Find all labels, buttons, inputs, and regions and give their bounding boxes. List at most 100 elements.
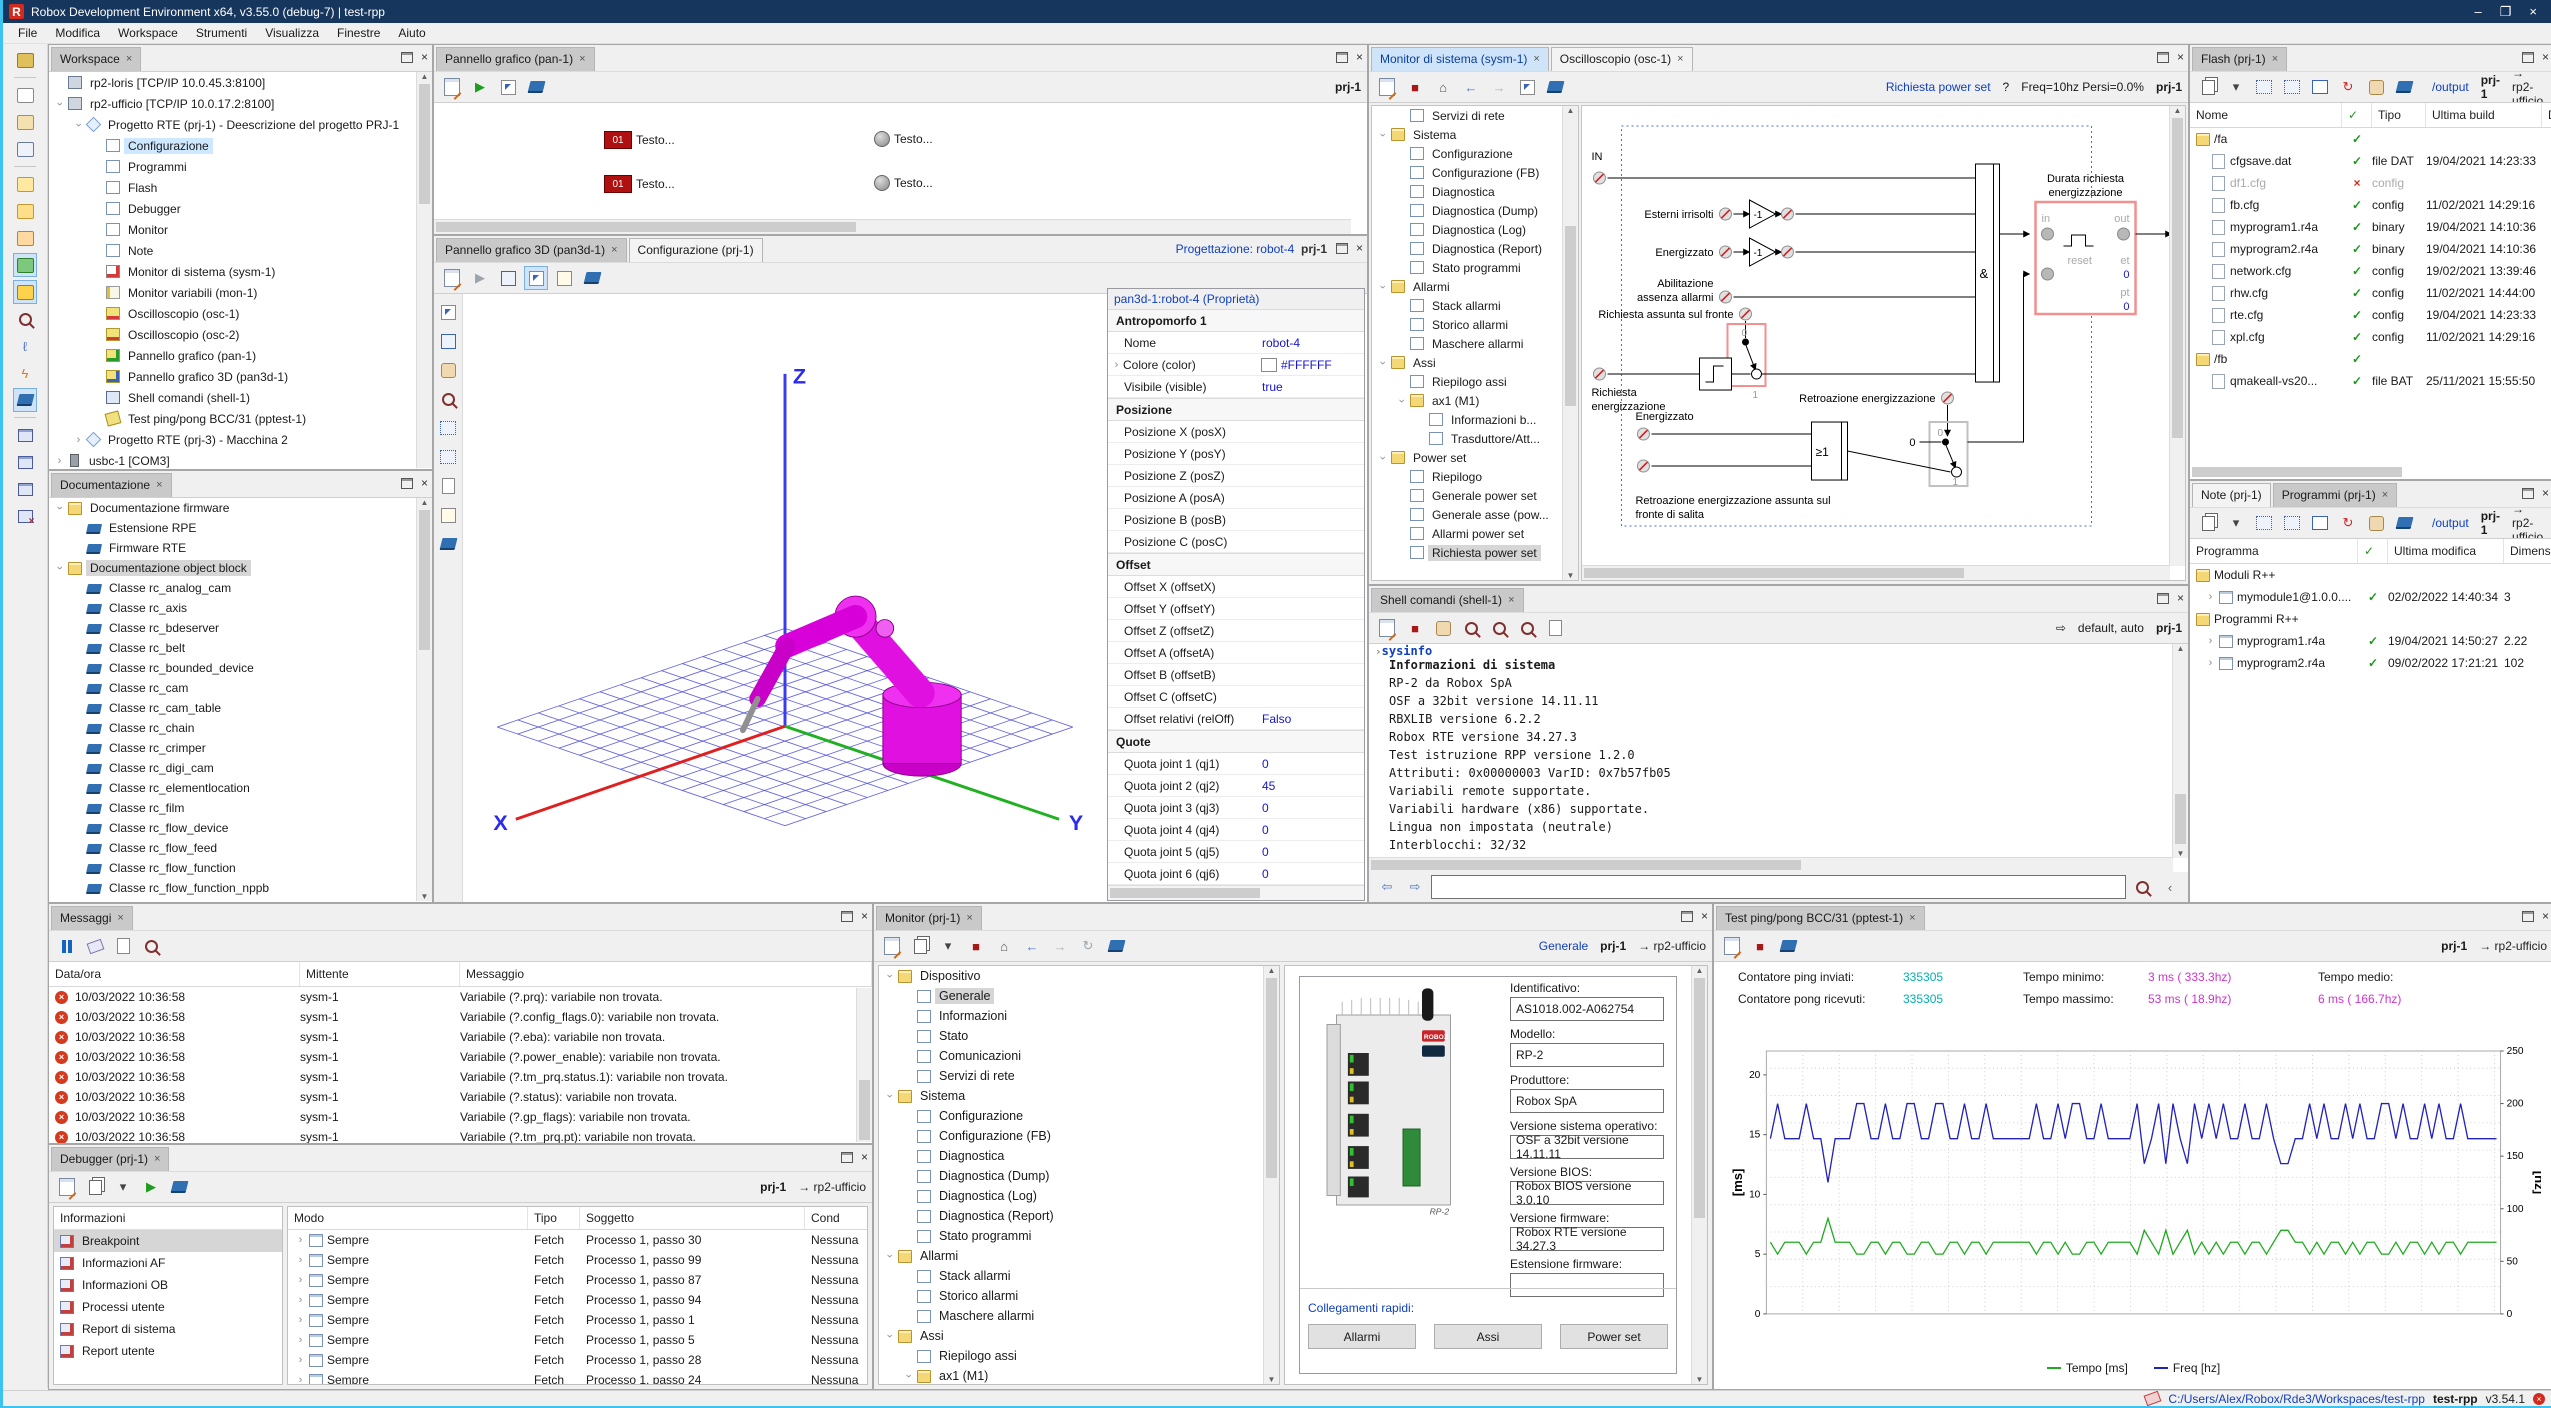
stop-icon[interactable]: ■ <box>1756 938 1764 954</box>
new-folder-icon[interactable] <box>13 172 37 196</box>
help-indicator[interactable]: ? <box>2002 80 2010 94</box>
tree-item[interactable]: Estensione RPE <box>49 518 432 538</box>
tab-test-ping-pong[interactable]: Test ping/pong BCC/31 (pptest-1) × <box>1716 906 1925 930</box>
quick-link-assi-button[interactable]: Assi <box>1434 1324 1542 1349</box>
error-indicator-icon[interactable]: × <box>2533 1392 2545 1405</box>
menu-workspace[interactable]: Workspace <box>118 26 178 40</box>
minimize-button[interactable]: – <box>2474 3 2482 19</box>
float-panel-icon[interactable] <box>1335 242 1348 254</box>
tree-item[interactable]: Classe rc_digi_cam <box>49 758 432 778</box>
close-tab-icon[interactable]: × <box>156 479 163 491</box>
close-tab-icon[interactable]: × <box>2381 489 2389 501</box>
tree-item[interactable]: Stack allarmi <box>1372 296 1578 315</box>
scrollbar[interactable]: ▲ ▼ <box>1691 966 1707 1384</box>
col-status[interactable]: ✓ <box>2358 539 2388 563</box>
tree-item[interactable]: Configurazione <box>879 1106 1279 1126</box>
help-book-icon[interactable] <box>1543 75 1567 99</box>
collapse-icon[interactable]: › <box>1375 645 1382 658</box>
col-dimensione[interactable]: Dime <box>2542 103 2551 127</box>
tree-item[interactable]: rp2-loris [TCP/IP 10.0.45.3:8100] <box>49 72 432 93</box>
col-messaggio[interactable]: Messaggio <box>460 962 872 986</box>
tab-debugger[interactable]: Debugger (prj-1) × <box>51 1147 170 1171</box>
tree-item[interactable]: Storico allarmi <box>1372 315 1578 334</box>
program-row[interactable]: › myprogram1.r4a ✓ 19/04/2021 14:50:27 2.22 <box>2190 630 2551 652</box>
property-row[interactable]: Nome robot-4 <box>1108 332 1364 354</box>
save-workspace-icon[interactable] <box>13 137 37 161</box>
property-row[interactable]: Offset B (offsetB) <box>1108 664 1364 686</box>
tree-item[interactable]: › Assi <box>1372 353 1578 372</box>
write-all-icon[interactable] <box>2252 511 2276 535</box>
close-panel-icon[interactable]: × <box>420 476 428 490</box>
col-dimensione[interactable]: Dimensio <box>2504 539 2551 563</box>
debugger-category-item[interactable]: Processi utente <box>54 1296 282 1318</box>
tree-item[interactable]: Classe rc_film <box>49 798 432 818</box>
close-panel-icon[interactable]: × <box>2541 50 2549 64</box>
write-selected-icon[interactable] <box>2280 75 2304 99</box>
tree-item[interactable]: Note <box>49 240 432 261</box>
property-value[interactable]: robot-4 <box>1262 336 1300 350</box>
open-folder-icon[interactable] <box>13 199 37 223</box>
close-panel-icon[interactable]: × <box>1355 241 1363 255</box>
axes-icon[interactable] <box>436 416 460 440</box>
flash-file-row[interactable]: xpl.cfg ✓ config 11/02/2021 14:29:16 <box>2190 326 2551 348</box>
tree-item[interactable]: Diagnostica (Report) <box>1372 239 1578 258</box>
start-icon[interactable]: ▶ <box>475 79 485 94</box>
output-folder[interactable]: /output <box>2432 80 2469 94</box>
project-icon[interactable] <box>13 226 37 250</box>
compare-icon[interactable] <box>2308 511 2332 535</box>
property-row[interactable]: Offset Z (offsetZ) <box>1108 620 1364 642</box>
debugger-category-item[interactable]: Informazioni AF <box>54 1252 282 1274</box>
select-mode-icon[interactable] <box>524 266 548 290</box>
panel-widget[interactable]: 01 Testo... <box>604 175 679 193</box>
scrollbar[interactable]: ▲ ▼ <box>2172 644 2188 858</box>
new-monitor-icon[interactable] <box>440 266 464 290</box>
property-value[interactable]: #FFFFFF <box>1261 357 1332 372</box>
tree-item[interactable]: › rp2-ufficio [TCP/IP 10.0.17.2:8100] <box>49 93 432 114</box>
property-value[interactable]: 0 <box>1262 867 1269 881</box>
tree-item[interactable]: Riepilogo assi <box>879 1346 1279 1366</box>
col-programma[interactable]: Programma <box>2190 539 2358 563</box>
collapse-icon[interactable]: › <box>883 1334 896 1338</box>
col-ultima-build[interactable]: Ultima build <box>2426 103 2542 127</box>
message-row[interactable]: × 10/03/2022 10:36:58 sysm-1 Variabile (?.c… <box>49 1007 872 1027</box>
tree-item[interactable]: Monitor <box>49 219 432 240</box>
scrollbar[interactable]: ▲ ▼ <box>416 498 432 901</box>
collapse-icon[interactable]: › <box>53 566 66 570</box>
debugger-category-item[interactable]: Report di sistema <box>54 1318 282 1340</box>
property-row[interactable]: Offset C (offsetC) <box>1108 686 1364 708</box>
tree-item[interactable]: Servizi di rete <box>1372 106 1578 125</box>
message-row[interactable]: × 10/03/2022 10:36:58 sysm-1 Variabile (?.g… <box>49 1107 872 1127</box>
tree-item[interactable]: Flash <box>49 177 432 198</box>
tree-item[interactable]: Stato programmi <box>1372 258 1578 277</box>
float-panel-icon[interactable] <box>2156 592 2169 604</box>
tree-item[interactable]: Stato <box>879 1026 1279 1046</box>
scrollbar[interactable] <box>1582 565 2170 580</box>
float-panel-icon[interactable] <box>400 51 413 63</box>
property-row[interactable]: Posizione B (posB) <box>1108 509 1364 531</box>
close-tab-icon[interactable]: × <box>2271 53 2279 65</box>
tree-item[interactable]: Classe rc_bounded_device <box>49 658 432 678</box>
close-tab-icon[interactable]: × <box>117 912 124 924</box>
orbit-icon[interactable] <box>436 329 460 353</box>
tree-item[interactable]: Monitor variabili (mon-1) <box>49 282 432 303</box>
clear-icon[interactable] <box>83 934 107 958</box>
tree-item[interactable]: Diagnostica (Log) <box>879 1186 1279 1206</box>
flash-file-row[interactable]: myprogram1.r4a ✓ binary 19/04/2021 14:10:36 <box>2190 216 2551 238</box>
collapse-icon[interactable]: › <box>1376 360 1389 365</box>
attachment-icon[interactable]: ℓ <box>22 338 28 354</box>
property-group[interactable]: Posizione <box>1108 398 1364 421</box>
tree-item[interactable]: Test ping/pong BCC/31 (pptest-1) <box>49 408 432 429</box>
messages-icon[interactable] <box>13 280 37 304</box>
ping-pong-chart[interactable]: 0 5 10 15 20 0 50 100 150 200 250 [ms] [hz] <box>1730 1026 2547 1347</box>
property-row[interactable]: Quota joint 3 (qj3) 0 <box>1108 797 1364 819</box>
expand-icon[interactable]: › <box>76 433 81 446</box>
new-document-icon[interactable] <box>13 83 37 107</box>
scrollbar[interactable]: ▲ ▼ <box>1263 966 1279 1384</box>
debugger-category-item[interactable]: Report utente <box>54 1340 282 1362</box>
property-group[interactable]: Offset quote <box>1108 885 1364 886</box>
close-tab-icon[interactable]: × <box>125 53 133 65</box>
tree-item[interactable]: Stack allarmi <box>879 1266 1279 1286</box>
close-tab-icon[interactable]: × <box>966 912 973 924</box>
message-row[interactable]: × 10/03/2022 10:36:58 sysm-1 Variabile (?.p… <box>49 1047 872 1067</box>
close-button[interactable]: × <box>2529 3 2537 19</box>
